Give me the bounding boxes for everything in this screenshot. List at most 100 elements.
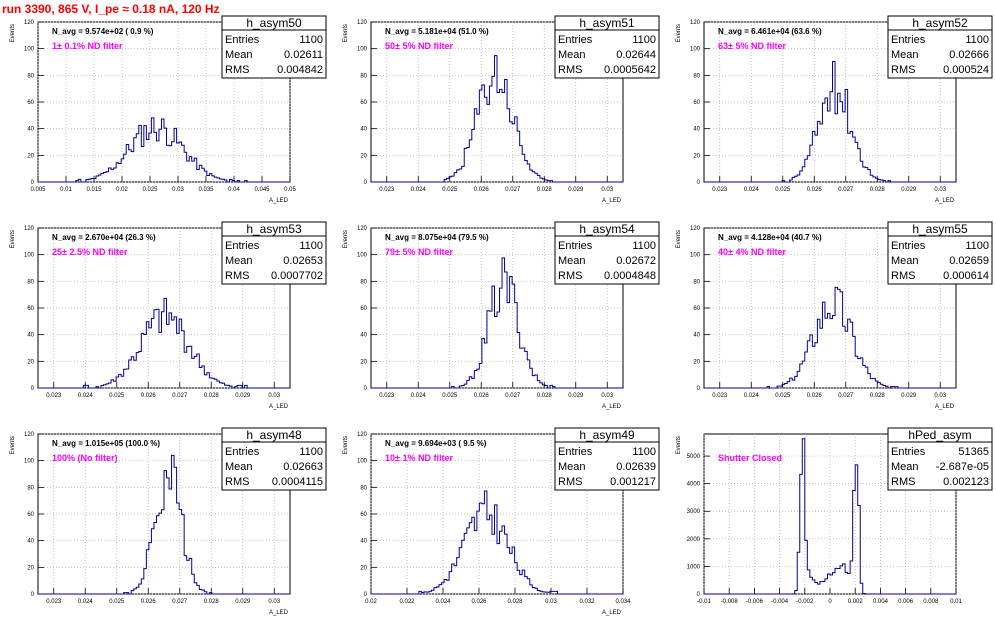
x-tick-label: 0.034 xyxy=(615,599,631,605)
x-tick-label: 0.022 xyxy=(399,599,415,605)
histogram-name: h_asym55 xyxy=(912,222,968,236)
histogram-panel-h_asym50: 0.005 0.01 0.015 0.02 0.025 0.03 0.035 0.04 0.04… xyxy=(10,15,327,204)
x-tick-label: 0.004 xyxy=(873,599,889,605)
y-axis-label: Events xyxy=(676,230,682,248)
navg-label: N_avg = 1.015e+05 (100.0 %) xyxy=(52,439,160,448)
stat-value: 1100 xyxy=(965,34,989,46)
x-tick-label: -0.01 xyxy=(697,599,711,605)
y-axis-label: Events xyxy=(343,230,349,248)
stat-value: 1100 xyxy=(632,446,656,458)
filter-label: 50± 5% ND filter xyxy=(385,41,453,51)
stat-label: Entries xyxy=(891,34,926,46)
histogram-panel-h_asym55: 0.023 0.024 0.025 0.026 0.027 0.028 0.029 0.03 0… xyxy=(676,221,993,410)
filter-label: 100% (No filter) xyxy=(52,453,118,463)
run-title: run 3390, 865 V, I_pe ≈ 0.18 nA, 120 Hz xyxy=(2,2,220,16)
x-tick-label: 0.01 xyxy=(60,187,72,193)
navg-label: N_avg = 5.181e+04 (51.0 %) xyxy=(385,27,489,36)
y-tick-label: 80 xyxy=(360,73,367,79)
y-tick-label: 40 xyxy=(360,127,367,133)
x-tick-label: 0.023 xyxy=(712,393,728,399)
stat-value: 0.000524 xyxy=(943,64,989,76)
y-tick-label: 20 xyxy=(27,565,34,571)
y-tick-label: 80 xyxy=(360,485,367,491)
stat-value: 0.02653 xyxy=(283,255,323,267)
x-tick-label: 0.029 xyxy=(235,393,251,399)
navg-label: N_avg = 6.461e+04 (63.6 %) xyxy=(718,27,822,36)
y-tick-label: 100 xyxy=(24,253,35,259)
y-tick-label: 20 xyxy=(360,359,367,365)
x-tick-label: 0.024 xyxy=(435,599,451,605)
y-tick-label: 0 xyxy=(697,386,701,392)
x-tick-label: 0.023 xyxy=(46,599,62,605)
x-tick-label: 0.025 xyxy=(109,393,125,399)
x-tick-label: 0.025 xyxy=(775,393,791,399)
stat-value: 1100 xyxy=(632,240,656,252)
x-tick-label: 0.025 xyxy=(442,393,458,399)
y-tick-label: 20 xyxy=(360,565,367,571)
x-tick-label: 0.024 xyxy=(78,393,94,399)
x-tick-label: 0.023 xyxy=(379,393,395,399)
x-tick-label: 0.032 xyxy=(579,599,595,605)
x-tick-label: 0.024 xyxy=(78,599,94,605)
y-tick-label: 80 xyxy=(693,279,700,285)
filter-label: 1± 0.1% ND filter xyxy=(52,41,123,51)
y-tick-label: 60 xyxy=(360,100,367,106)
y-tick-label: 40 xyxy=(360,539,367,545)
y-tick-label: 40 xyxy=(360,333,367,339)
stat-value: 0.02666 xyxy=(949,49,989,61)
histogram-name: h_asym51 xyxy=(579,16,635,30)
y-tick-label: 4000 xyxy=(687,482,701,488)
stat-label: Mean xyxy=(891,461,919,473)
x-tick-label: 0.027 xyxy=(505,187,521,193)
x-tick-label: 0.027 xyxy=(505,393,521,399)
histogram-line xyxy=(371,490,623,595)
x-tick-label: 0.025 xyxy=(775,187,791,193)
y-tick-label: 0 xyxy=(364,180,368,186)
histogram-panel-h_asym51: 0.023 0.024 0.025 0.026 0.027 0.028 0.029 0.03 0… xyxy=(343,15,660,204)
y-tick-label: 60 xyxy=(693,100,700,106)
x-tick-label: 0.026 xyxy=(471,599,487,605)
x-tick-label: 0.03 xyxy=(934,187,946,193)
stat-value: 0.02639 xyxy=(616,461,656,473)
x-axis-label: A_LED xyxy=(935,198,955,204)
x-tick-label: 0.03 xyxy=(934,393,946,399)
x-tick-label: 0.028 xyxy=(204,599,220,605)
x-axis-label: A_LED xyxy=(935,404,955,410)
histogram-panel-h_asym53: 0.023 0.024 0.025 0.026 0.027 0.028 0.029 0.03 0… xyxy=(10,221,327,410)
histogram-line xyxy=(371,257,623,389)
stats-box: h_asym52 Entries 1100 Mean 0.02666 RMS 0.00052… xyxy=(887,15,993,79)
stat-label: RMS xyxy=(225,64,249,76)
x-axis-label: A_LED xyxy=(269,610,289,616)
y-tick-label: 60 xyxy=(360,306,367,312)
x-tick-label: 0.023 xyxy=(712,187,728,193)
stat-value: 1100 xyxy=(299,240,323,252)
y-tick-label: 40 xyxy=(27,127,34,133)
stat-label: Entries xyxy=(891,446,926,458)
x-tick-label: 0.03 xyxy=(172,187,184,193)
stat-label: RMS xyxy=(891,270,915,282)
stat-label: Mean xyxy=(558,461,586,473)
stat-value: 1100 xyxy=(632,34,656,46)
histogram-name: h_asym52 xyxy=(912,16,968,30)
y-tick-label: 3000 xyxy=(687,509,701,515)
stat-value: 0.02672 xyxy=(616,255,656,267)
histogram-name: h_asym49 xyxy=(579,428,635,442)
stat-value: 0.002123 xyxy=(943,476,989,488)
y-tick-label: 80 xyxy=(693,73,700,79)
histogram-panel-h_asym48: 0.023 0.024 0.025 0.026 0.027 0.028 0.029 0.03 0… xyxy=(10,427,327,616)
y-tick-label: 120 xyxy=(357,432,368,438)
x-tick-label: 0.02 xyxy=(365,599,377,605)
x-tick-label: 0.025 xyxy=(442,187,458,193)
x-tick-label: 0.023 xyxy=(46,393,62,399)
y-tick-label: 40 xyxy=(27,539,34,545)
x-tick-label: 0.026 xyxy=(807,187,823,193)
y-tick-label: 20 xyxy=(27,153,34,159)
stat-value: 0.004842 xyxy=(277,64,323,76)
y-tick-label: 40 xyxy=(693,127,700,133)
y-tick-label: 80 xyxy=(27,73,34,79)
x-tick-label: 0.006 xyxy=(898,599,914,605)
y-tick-label: 120 xyxy=(24,226,35,232)
y-axis-label: Events xyxy=(10,436,16,454)
y-tick-label: 0 xyxy=(364,592,368,598)
stats-box: h_asym51 Entries 1100 Mean 0.02644 RMS 0.00056… xyxy=(554,15,660,79)
